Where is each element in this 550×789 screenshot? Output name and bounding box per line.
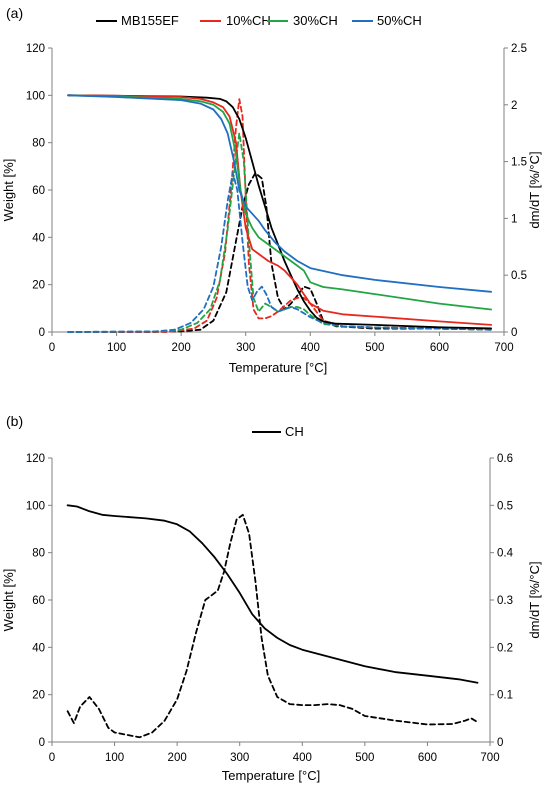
x-tick-label: 500 bbox=[365, 342, 384, 354]
dmdt-series-line bbox=[67, 98, 493, 333]
x-tick-label: 500 bbox=[355, 752, 374, 764]
y2-tick-label: 0.5 bbox=[511, 270, 527, 282]
y-tick-label: 0 bbox=[39, 737, 45, 749]
y2-tick-label: 2 bbox=[511, 100, 517, 112]
x-tick-label: 100 bbox=[107, 342, 126, 354]
legend-label: 30%CH bbox=[293, 13, 338, 28]
y-tick-label: 20 bbox=[32, 690, 45, 702]
x-axis-label: Temperature [°C] bbox=[222, 768, 320, 783]
x-tick-label: 0 bbox=[49, 752, 55, 764]
y2-tick-label: 0 bbox=[497, 737, 503, 749]
y-tick-label: 120 bbox=[26, 453, 45, 465]
x-tick-label: 300 bbox=[230, 752, 249, 764]
y2-tick-label: 0 bbox=[511, 327, 517, 339]
weight-series-line bbox=[67, 94, 493, 293]
weight-series-line bbox=[67, 94, 493, 311]
y-axis-label: Weight [%] bbox=[1, 569, 16, 632]
dmdt-series-line bbox=[67, 172, 493, 333]
x-tick-label: 400 bbox=[293, 752, 312, 764]
panel-b-chart: (b) 0 100 200 300 400 500 600 700 0 20 40 60 80 100 120… bbox=[1, 413, 542, 783]
x-tick-label: 600 bbox=[418, 752, 437, 764]
y-tick-label: 80 bbox=[32, 548, 45, 560]
weight-series-line bbox=[67, 94, 493, 330]
panel-label: (a) bbox=[6, 5, 23, 21]
x-tick-label: 200 bbox=[168, 752, 187, 764]
y2-tick-label: 0.1 bbox=[497, 690, 513, 702]
y-tick-label: 80 bbox=[32, 138, 45, 150]
y2-axis-label: dm/dT [%/°C] bbox=[527, 151, 542, 228]
x-tick-label: 0 bbox=[49, 342, 55, 354]
y2-tick-label: 0.4 bbox=[497, 548, 514, 560]
x-tick-label: 100 bbox=[105, 752, 124, 764]
y-tick-label: 40 bbox=[32, 642, 45, 654]
y-tick-label: 60 bbox=[32, 595, 45, 607]
legend-label: MB155EF bbox=[121, 13, 179, 28]
y-tick-label: 60 bbox=[32, 185, 45, 197]
y-axis-label: Weight [%] bbox=[1, 159, 16, 222]
x-tick-label: 600 bbox=[430, 342, 449, 354]
y2-axis-label: dm/dT [%/°C] bbox=[527, 561, 542, 638]
y2-tick-label: 1.5 bbox=[511, 157, 527, 169]
y2-tick-label: 0.2 bbox=[497, 642, 513, 654]
y-tick-label: 120 bbox=[26, 43, 45, 55]
dmdt-series-line bbox=[67, 172, 493, 333]
dmdt-series-line bbox=[66, 513, 479, 739]
y2-tick-label: 0.3 bbox=[497, 595, 513, 607]
x-tick-label: 700 bbox=[480, 752, 499, 764]
y2-tick-label: 0.6 bbox=[497, 453, 513, 465]
legend-label: 10%CH bbox=[226, 13, 271, 28]
x-tick-label: 300 bbox=[236, 342, 255, 354]
y-tick-label: 0 bbox=[39, 327, 45, 339]
x-tick-label: 400 bbox=[301, 342, 320, 354]
x-axis-label: Temperature [°C] bbox=[229, 360, 327, 375]
legend-label: CH bbox=[285, 424, 304, 439]
y2-tick-label: 1 bbox=[511, 213, 517, 225]
y-tick-label: 100 bbox=[26, 90, 45, 102]
panel-a-chart: (a)0 100 200 300 400 500 600 700020406080100120… bbox=[1, 5, 542, 375]
weight-series-line bbox=[66, 504, 479, 684]
x-tick-label: 200 bbox=[172, 342, 191, 354]
y-tick-label: 100 bbox=[26, 500, 45, 512]
legend-label: 50%CH bbox=[377, 13, 422, 28]
panel-label: (b) bbox=[6, 413, 23, 429]
y2-tick-label: 0.5 bbox=[497, 500, 513, 512]
y2-tick-label: 2.5 bbox=[511, 43, 527, 55]
y-tick-label: 40 bbox=[32, 232, 45, 244]
weight-series-line bbox=[67, 94, 493, 326]
x-tick-label: 700 bbox=[494, 342, 513, 354]
y-tick-label: 20 bbox=[32, 280, 45, 292]
